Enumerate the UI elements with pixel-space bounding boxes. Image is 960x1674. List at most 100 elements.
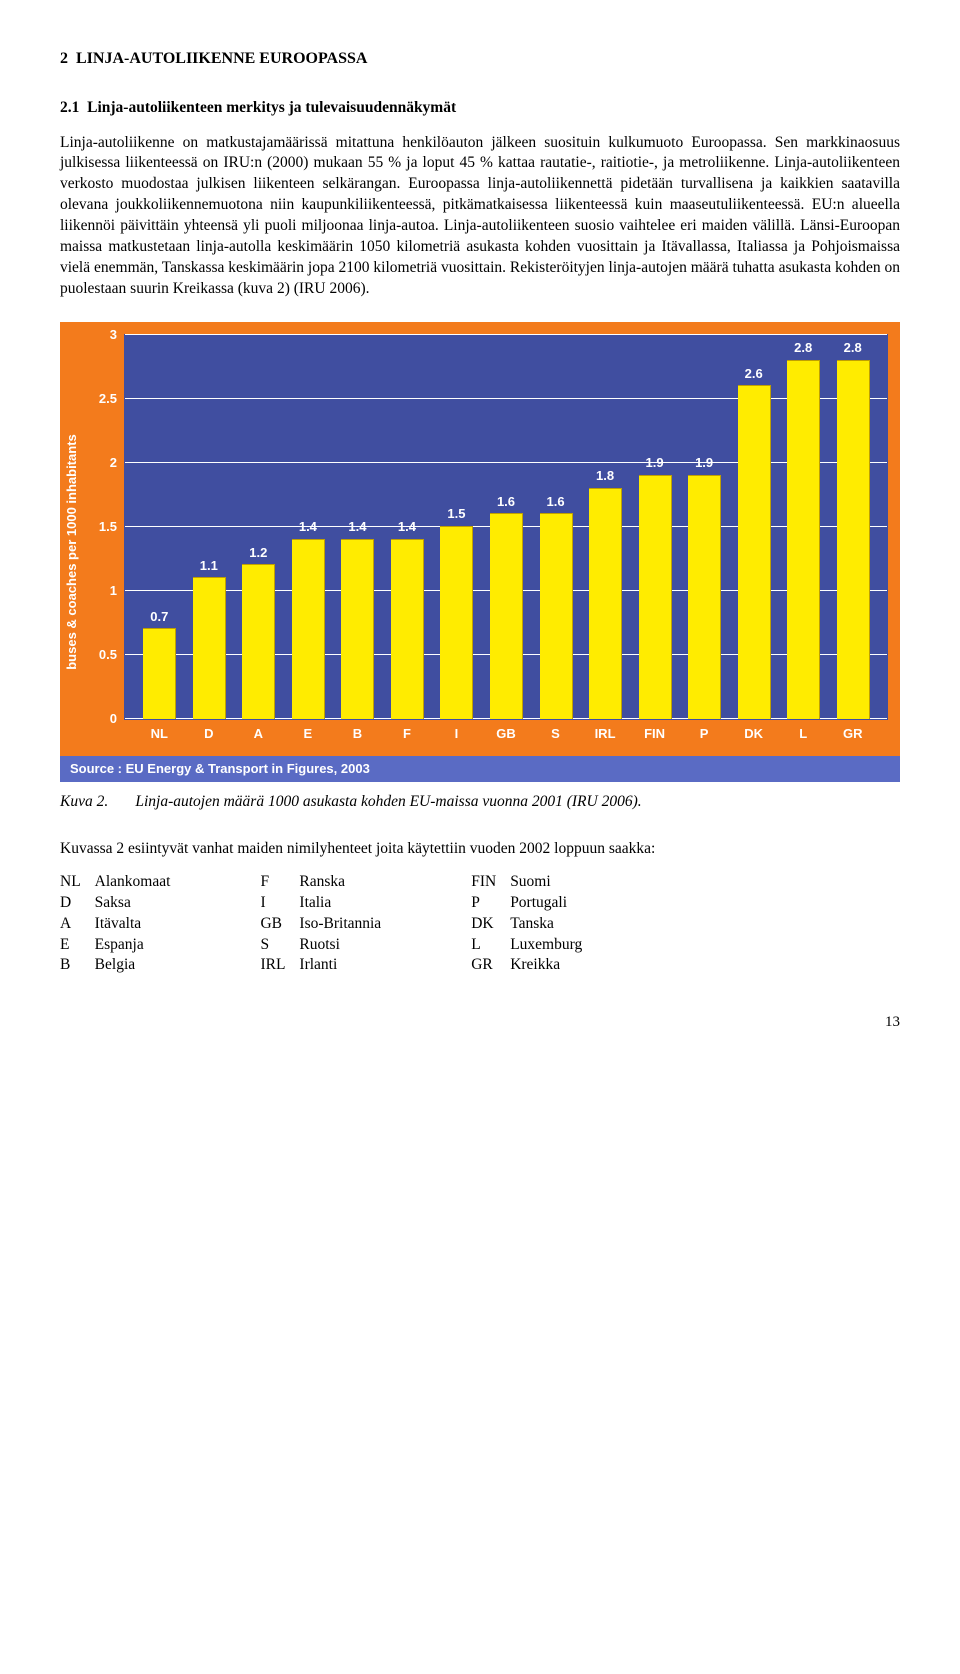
abbrev-code: DK xyxy=(471,914,496,935)
chart-bar-value: 1.6 xyxy=(497,493,515,511)
abbrev-code: S xyxy=(260,935,285,956)
chart-bar-value: 1.6 xyxy=(546,493,564,511)
chart-gridline xyxy=(125,334,887,335)
chart-bar-value: 1.8 xyxy=(596,467,614,485)
abbrev-code: E xyxy=(60,935,81,956)
chart-bar: 1.5 xyxy=(440,526,473,719)
subsection-number: 2.1 xyxy=(60,99,79,116)
chart-bar: 1.4 xyxy=(391,539,424,719)
chart-ytick: 2 xyxy=(110,454,117,472)
abbrev-column: FINPDKLGRSuomiPortugaliTanskaLuxemburgKr… xyxy=(471,872,582,977)
abbrev-name: Luxemburg xyxy=(510,935,582,956)
abbrev-name: Alankomaat xyxy=(95,872,171,893)
chart-xtick: FIN xyxy=(644,725,665,743)
abbrev-code: IRL xyxy=(260,955,285,976)
abbrev-code: I xyxy=(260,893,285,914)
abbrev-name: Espanja xyxy=(95,935,171,956)
abbrev-name: Portugali xyxy=(510,893,582,914)
abbrev-column: NLDAEB AlankomaatSaksaItävaltaEspanjaBelg… xyxy=(60,872,170,977)
abbrev-name: Italia xyxy=(299,893,381,914)
abbrev-name: Irlanti xyxy=(299,955,381,976)
abbrev-code: P xyxy=(471,893,496,914)
chart-bar-value: 1.4 xyxy=(398,518,416,536)
abbrev-name: Tanska xyxy=(510,914,582,935)
chart-bar-value: 1.4 xyxy=(348,518,366,536)
chart-bar: 0.7 xyxy=(143,628,176,719)
abbrev-name: Iso-Britannia xyxy=(299,914,381,935)
chart-bar-value: 1.1 xyxy=(200,557,218,575)
chart-xtick: S xyxy=(551,725,560,743)
abbrev-column: FIGBSIRLRanskaItaliaIso-BritanniaRuotsiI… xyxy=(260,872,381,977)
chart-source-text: Source : EU Energy & Transport in Figure… xyxy=(70,760,370,778)
figure-caption: Kuva 2. Linja-autojen määrä 1000 asukast… xyxy=(60,792,900,813)
abbrev-code: F xyxy=(260,872,285,893)
chart-xtick: P xyxy=(700,725,709,743)
abbrev-name: Suomi xyxy=(510,872,582,893)
caption-text: Linja-autojen määrä 1000 asukasta kohden… xyxy=(135,793,641,810)
abbrev-code: A xyxy=(60,914,81,935)
chart-xtick: B xyxy=(353,725,362,743)
chart-source-strip: Source : EU Energy & Transport in Figure… xyxy=(60,756,900,782)
subsection-heading: 2.1 Linja-autoliikenteen merkitys ja tul… xyxy=(60,98,900,119)
chart-bar-value: 1.9 xyxy=(646,454,664,472)
chart-ytick: 1.5 xyxy=(99,518,117,536)
chart-bar: 1.6 xyxy=(490,513,523,719)
chart-xtick: DK xyxy=(744,725,763,743)
section-title: LINJA-AUTOLIIKENNE EUROOPASSA xyxy=(76,50,367,67)
chart-bar: 1.8 xyxy=(589,488,622,719)
chart-ytick: 1 xyxy=(110,582,117,600)
chart-bar-value: 1.4 xyxy=(299,518,317,536)
chart-bar-value: 2.8 xyxy=(794,339,812,357)
section-heading: 2 LINJA-AUTOLIIKENNE EUROOPASSA xyxy=(60,48,900,70)
bar-chart: buses & coaches per 1000 inhabitants 00.… xyxy=(60,322,900,782)
chart-bar-value: 0.7 xyxy=(150,608,168,626)
chart-xtick: GR xyxy=(843,725,863,743)
chart-bar: 1.4 xyxy=(341,539,374,719)
chart-bar: 1.9 xyxy=(688,475,721,719)
chart-bar: 1.6 xyxy=(540,513,573,719)
chart-gridline xyxy=(125,398,887,399)
chart-xtick: D xyxy=(204,725,213,743)
abbrev-code: NL xyxy=(60,872,81,893)
chart-bar-value: 2.6 xyxy=(745,365,763,383)
section-number: 2 xyxy=(60,50,68,67)
chart-bar-value: 1.9 xyxy=(695,454,713,472)
page-number: 13 xyxy=(60,1012,900,1032)
chart-ytick: 0.5 xyxy=(99,646,117,664)
chart-xtick: NL xyxy=(151,725,168,743)
chart-bar: 2.8 xyxy=(787,360,820,719)
abbrev-code: L xyxy=(471,935,496,956)
chart-bar: 1.1 xyxy=(193,577,226,719)
abbrev-name: Kreikka xyxy=(510,955,582,976)
chart-bar-value: 1.5 xyxy=(447,505,465,523)
chart-xtick: I xyxy=(455,725,459,743)
chart-xtick: A xyxy=(254,725,263,743)
chart-bar: 1.9 xyxy=(639,475,672,719)
subsection-title: Linja-autoliikenteen merkitys ja tulevai… xyxy=(87,99,456,116)
abbrev-name: Itävalta xyxy=(95,914,171,935)
chart-bar: 2.6 xyxy=(738,385,771,719)
abbrev-code: GR xyxy=(471,955,496,976)
body-paragraph: Linja-autoliikenne on matkustajamäärissä… xyxy=(60,133,900,300)
abbrev-name: Ranska xyxy=(299,872,381,893)
chart-bar: 2.8 xyxy=(837,360,870,719)
chart-xtick: F xyxy=(403,725,411,743)
abbrev-code: GB xyxy=(260,914,285,935)
note-paragraph: Kuvassa 2 esiintyvät vanhat maiden nimil… xyxy=(60,839,900,860)
chart-bar: 1.4 xyxy=(292,539,325,719)
chart-xtick: E xyxy=(304,725,313,743)
chart-gridline xyxy=(125,462,887,463)
chart-ytick: 0 xyxy=(110,710,117,728)
chart-ytick: 3 xyxy=(110,326,117,344)
chart-ytick: 2.5 xyxy=(99,390,117,408)
abbrev-code: B xyxy=(60,955,81,976)
chart-bar-value: 2.8 xyxy=(844,339,862,357)
abbrev-name: Belgia xyxy=(95,955,171,976)
abbrev-name: Saksa xyxy=(95,893,171,914)
chart-bar-value: 1.2 xyxy=(249,544,267,562)
abbrev-code: D xyxy=(60,893,81,914)
chart-xtick: L xyxy=(799,725,807,743)
chart-xtick: IRL xyxy=(595,725,616,743)
chart-xtick: GB xyxy=(496,725,516,743)
chart-bar: 1.2 xyxy=(242,564,275,719)
